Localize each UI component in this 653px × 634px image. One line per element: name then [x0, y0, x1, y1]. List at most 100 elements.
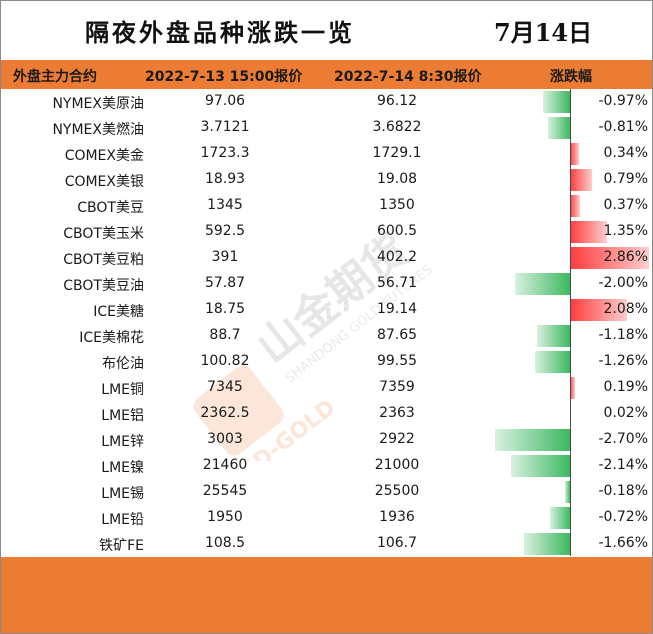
row-name: CBOT美豆粕: [63, 252, 144, 268]
row-name: CBOT美豆油: [63, 278, 144, 294]
row-change: -0.72%: [598, 509, 648, 525]
row-price-a: 18.75: [204, 301, 246, 317]
change-bar-down: [547, 117, 570, 139]
table-header: 外盘主力合约 2022-7-13 15:00报价 2022-7-14 8:30报…: [1, 60, 652, 89]
row-price-a: 1723.3: [200, 145, 250, 161]
row-price-a: 88.7: [209, 327, 241, 343]
row-price-b: 3.6822: [372, 119, 422, 135]
date-label: 7月14日: [494, 18, 593, 47]
row-price-a: 3003: [207, 431, 243, 447]
row-change: -2.14%: [598, 457, 648, 473]
row-price-a: 391: [211, 249, 239, 265]
footer-band: [1, 557, 652, 633]
row-price-b: 600.5: [376, 223, 418, 239]
row-price-a: 108.5: [204, 535, 246, 551]
row-change: -0.18%: [598, 483, 648, 499]
row-price-a: 3.7121: [200, 119, 250, 135]
header-change: 涨跌幅: [550, 69, 592, 85]
row-price-a: 100.82: [200, 353, 250, 369]
row-name: COMEX美银: [64, 174, 144, 190]
header-name: 外盘主力合约: [13, 69, 97, 85]
change-bar-up: [570, 195, 581, 217]
table-row: LME镍 21460 21000 -2.14%: [1, 453, 652, 479]
row-change: -0.81%: [598, 119, 648, 135]
table-row: NYMEX美原油 97.06 96.12 -0.97%: [1, 89, 652, 115]
row-change: 0.02%: [603, 405, 648, 421]
row-price-a: 25545: [202, 483, 248, 499]
row-name: LME锡: [101, 486, 144, 502]
table-row: LME铜 7345 7359 0.19%: [1, 375, 652, 401]
row-price-b: 1936: [379, 509, 415, 525]
change-bar-up: [570, 247, 649, 269]
change-bar-down: [524, 533, 570, 555]
row-price-b: 106.7: [376, 535, 418, 551]
table-row: COMEX美银 18.93 19.08 0.79%: [1, 167, 652, 193]
row-change: -0.97%: [598, 93, 648, 109]
table-row: CBOT美豆 1345 1350 0.37%: [1, 193, 652, 219]
table-row: LME铅 1950 1936 -0.72%: [1, 505, 652, 531]
row-price-a: 21460: [202, 457, 248, 473]
table-row: NYMEX美燃油 3.7121 3.6822 -0.81%: [1, 115, 652, 141]
row-change: 0.79%: [603, 171, 648, 187]
row-price-a: 1950: [207, 509, 243, 525]
table-row: 布伦油 100.82 99.55 -1.26%: [1, 349, 652, 375]
row-price-b: 99.55: [376, 353, 418, 369]
row-price-a: 7345: [207, 379, 243, 395]
change-bar-up: [570, 299, 628, 321]
row-price-a: 97.06: [204, 93, 246, 109]
bar-axis: [570, 89, 571, 556]
table-row: CBOT美玉米 592.5 600.5 1.35%: [1, 219, 652, 245]
table-row: ICE美糖 18.75 19.14 2.08%: [1, 297, 652, 323]
table-row: ICE美棉花 88.7 87.65 -1.18%: [1, 323, 652, 349]
row-name: ICE美棉花: [79, 330, 144, 346]
table-row: LME锡 25545 25500 -0.18%: [1, 479, 652, 505]
row-price-a: 2362.5: [200, 405, 250, 421]
change-bar-down: [514, 273, 570, 295]
change-bar-down: [510, 455, 570, 477]
row-price-b: 87.65: [376, 327, 418, 343]
change-bar-down: [550, 507, 570, 529]
row-price-a: 57.87: [204, 275, 246, 291]
row-name: CBOT美豆: [77, 200, 144, 216]
change-bar-down: [495, 429, 570, 451]
row-price-b: 96.12: [376, 93, 418, 109]
row-change: 2.86%: [603, 249, 648, 265]
table-row: LME锌 3003 2922 -2.70%: [1, 427, 652, 453]
table-row: COMEX美金 1723.3 1729.1 0.34%: [1, 141, 652, 167]
change-bar-up: [570, 169, 592, 191]
table-body: NYMEX美原油 97.06 96.12 -0.97% NYMEX美燃油 3.7121 3.…: [1, 89, 652, 557]
row-price-a: 18.93: [204, 171, 246, 187]
row-name: NYMEX美原油: [52, 96, 144, 112]
change-bar-down: [537, 325, 570, 347]
title-bar: 隔夜外盘品种涨跌一览 7月14日: [1, 1, 652, 61]
table-row: CBOT美豆粕 391 402.2 2.86%: [1, 245, 652, 271]
row-name: LME锌: [101, 434, 144, 450]
row-price-b: 2922: [379, 431, 415, 447]
change-bar-down: [565, 481, 570, 503]
change-bar-down: [543, 91, 570, 113]
row-name: LME铜: [101, 382, 144, 398]
row-price-b: 56.71: [376, 275, 418, 291]
row-name: 铁矿FE: [99, 538, 144, 554]
table-row: LME铝 2362.5 2363 0.02%: [1, 401, 652, 427]
row-price-b: 1729.1: [372, 145, 422, 161]
row-price-a: 1345: [207, 197, 243, 213]
change-bar-up: [570, 221, 608, 243]
row-change: 0.37%: [603, 197, 648, 213]
row-name: NYMEX美燃油: [52, 122, 144, 138]
row-price-b: 7359: [379, 379, 415, 395]
row-change: -1.26%: [598, 353, 648, 369]
row-price-b: 21000: [374, 457, 420, 473]
row-name: CBOT美玉米: [63, 226, 144, 242]
row-price-b: 25500: [374, 483, 420, 499]
row-change: -2.00%: [598, 275, 648, 291]
change-bar-up: [570, 377, 576, 399]
row-name: 布伦油: [102, 356, 144, 372]
row-name: LME镍: [101, 460, 144, 476]
row-price-b: 402.2: [376, 249, 418, 265]
header-price-b: 2022-7-14 8:30报价: [334, 69, 482, 85]
row-name: LME铅: [101, 512, 144, 528]
header-price-a: 2022-7-13 15:00报价: [145, 69, 303, 85]
row-change: -2.70%: [598, 431, 648, 447]
row-change: -1.66%: [598, 535, 648, 551]
